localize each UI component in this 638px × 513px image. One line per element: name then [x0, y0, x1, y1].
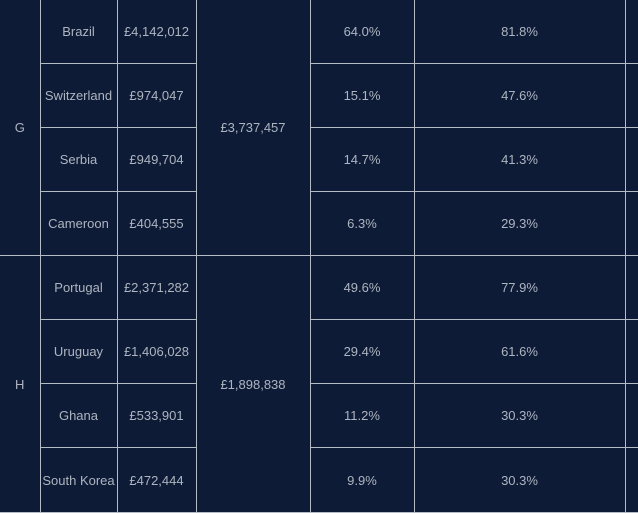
team-share: 49.6%: [309, 255, 415, 320]
team-percent: 29.3%: [413, 191, 626, 256]
team-amount: £4,142,012: [116, 0, 197, 64]
team-percent: 41.3%: [413, 127, 626, 192]
team-percent: 77.9%: [413, 255, 626, 320]
team-percent: 30.3%: [413, 383, 626, 448]
empty-cell: [624, 319, 638, 384]
team-share: 11.2%: [309, 383, 415, 448]
table-row: Cameroon £404,555 6.3% 29.3%: [0, 191, 638, 256]
team-amount: £2,371,282: [116, 255, 197, 320]
table-row: Switzerland £974,047 15.1% 47.6%: [0, 63, 638, 128]
team-share: 9.9%: [309, 447, 415, 513]
team-percent: 61.6%: [413, 319, 626, 384]
team-name: Ghana: [39, 383, 118, 448]
table-row: Uruguay £1,406,028 29.4% 61.6%: [0, 319, 638, 384]
group-total: £3,737,457: [195, 0, 311, 256]
team-percent: 81.8%: [413, 0, 626, 64]
group-label: G: [0, 0, 41, 256]
table-row: Serbia £949,704 14.7% 41.3%: [0, 127, 638, 192]
empty-cell: [624, 191, 638, 256]
team-amount: £974,047: [116, 63, 197, 128]
empty-cell: [624, 383, 638, 448]
team-name: Uruguay: [39, 319, 118, 384]
table-row: G Brazil £4,142,012 £3,737,457 64.0% 81.…: [0, 0, 638, 256]
empty-cell: [624, 447, 638, 513]
team-share: 64.0%: [309, 0, 415, 64]
team-amount: £404,555: [116, 191, 197, 256]
team-name: Switzerland: [39, 63, 118, 128]
team-name: Serbia: [39, 127, 118, 192]
empty-cell: [624, 63, 638, 128]
team-amount: £472,444: [116, 447, 197, 513]
team-name: South Korea: [39, 447, 118, 513]
team-amount: £1,406,028: [116, 319, 197, 384]
table-row: H Portugal £2,371,282 £1,898,838 49.6% 7…: [0, 255, 638, 513]
team-share: 15.1%: [309, 63, 415, 128]
team-share: 14.7%: [309, 127, 415, 192]
team-share: 29.4%: [309, 319, 415, 384]
table-row: Ghana £533,901 11.2% 30.3%: [0, 383, 638, 448]
team-name: Brazil: [39, 0, 118, 64]
group-label: H: [0, 255, 41, 513]
team-amount: £949,704: [116, 127, 197, 192]
team-name: Portugal: [39, 255, 118, 320]
empty-cell: [624, 0, 638, 64]
empty-cell: [624, 255, 638, 320]
team-amount: £533,901: [116, 383, 197, 448]
team-percent: 47.6%: [413, 63, 626, 128]
team-share: 6.3%: [309, 191, 415, 256]
team-name: Cameroon: [39, 191, 118, 256]
empty-cell: [624, 127, 638, 192]
group-total: £1,898,838: [195, 255, 311, 513]
team-percent: 30.3%: [413, 447, 626, 513]
table-row: South Korea £472,444 9.9% 30.3%: [0, 447, 638, 513]
